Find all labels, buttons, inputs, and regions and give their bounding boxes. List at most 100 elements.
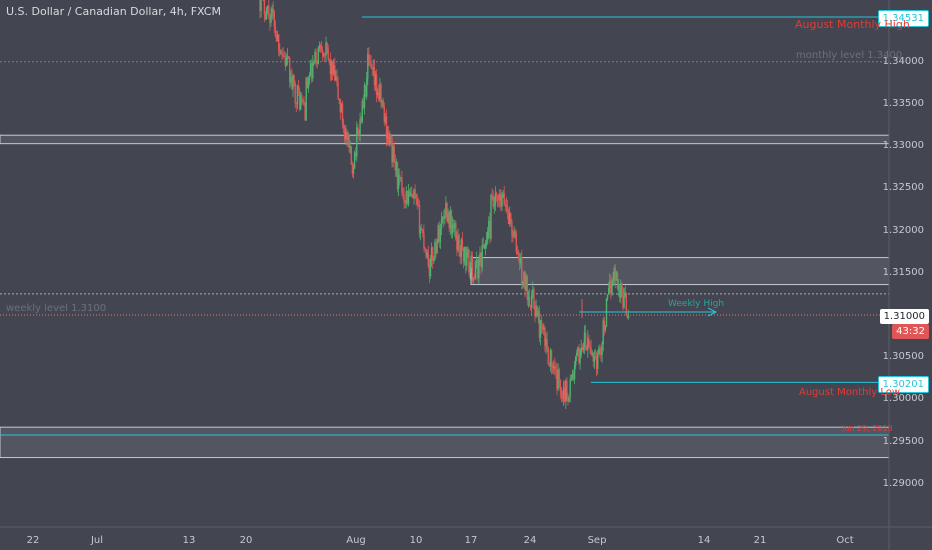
candle-body bbox=[312, 63, 314, 79]
candle bbox=[537, 307, 539, 324]
candle-body bbox=[496, 195, 499, 200]
candle-body bbox=[539, 320, 542, 338]
date-tick-label: 24 bbox=[523, 535, 537, 546]
candle bbox=[346, 128, 348, 146]
candle-body bbox=[581, 347, 583, 350]
candle bbox=[340, 102, 343, 114]
candle bbox=[427, 245, 429, 269]
level-layer bbox=[0, 16, 889, 436]
candle-body bbox=[511, 221, 513, 236]
candle bbox=[580, 339, 582, 359]
candle-body bbox=[305, 77, 307, 121]
candle bbox=[598, 345, 600, 356]
candle bbox=[408, 189, 411, 197]
candle bbox=[392, 143, 394, 168]
candle-body bbox=[268, 5, 270, 15]
candle-body bbox=[424, 247, 426, 250]
candle bbox=[482, 237, 484, 249]
candle bbox=[551, 362, 554, 374]
candle-body bbox=[316, 61, 318, 64]
candle bbox=[560, 386, 563, 403]
current-price-badge: 1.31000 bbox=[879, 309, 929, 324]
date-tick-label: Jul bbox=[90, 535, 104, 546]
candle-body bbox=[374, 74, 377, 86]
zone-label[interactable]: Jun 29, 2018 bbox=[842, 424, 893, 433]
candle bbox=[345, 124, 347, 146]
candle bbox=[579, 348, 581, 370]
candle-body bbox=[373, 67, 376, 86]
candle bbox=[357, 124, 359, 136]
candle-body bbox=[433, 259, 435, 261]
candle bbox=[265, 6, 268, 21]
candle-body bbox=[394, 161, 396, 171]
candle-body bbox=[604, 326, 607, 331]
candle bbox=[516, 245, 519, 255]
candle bbox=[565, 378, 567, 410]
weekly-high-arrow[interactable] bbox=[579, 307, 718, 317]
candle-body bbox=[485, 240, 488, 244]
candle bbox=[457, 228, 459, 253]
candle-body bbox=[547, 348, 549, 365]
candle bbox=[290, 70, 292, 87]
candle-body bbox=[463, 247, 466, 263]
weekly-level-label[interactable]: weekly level 1.3100 bbox=[6, 303, 107, 314]
weekly-high-label[interactable]: Weekly High bbox=[668, 299, 725, 309]
candle bbox=[374, 70, 377, 92]
candle-body bbox=[381, 100, 383, 103]
candle-body bbox=[289, 58, 291, 83]
candle-body bbox=[414, 189, 416, 195]
candle-body bbox=[403, 195, 405, 203]
candle-body bbox=[391, 138, 393, 163]
candle bbox=[380, 82, 382, 109]
candle bbox=[281, 48, 283, 61]
candle-body bbox=[293, 75, 295, 84]
candle bbox=[362, 94, 365, 110]
candle bbox=[545, 333, 547, 355]
candle bbox=[284, 52, 286, 71]
candle-body bbox=[395, 161, 398, 171]
candle bbox=[271, 4, 273, 21]
candle-body bbox=[406, 190, 409, 205]
candle bbox=[485, 231, 488, 249]
candle-body bbox=[460, 239, 462, 257]
candle bbox=[553, 360, 555, 375]
candle bbox=[425, 248, 427, 259]
candle bbox=[538, 305, 541, 343]
august-monthly-low-label[interactable]: August Monthly Low bbox=[799, 387, 901, 398]
candle-body bbox=[368, 54, 370, 62]
candle bbox=[604, 325, 607, 333]
august-monthly-high-label[interactable]: August Monthly High bbox=[795, 18, 910, 31]
candle-body bbox=[396, 161, 399, 189]
candle-body bbox=[533, 289, 535, 309]
candle-body bbox=[586, 346, 588, 350]
date-tick-label: 17 bbox=[464, 535, 478, 546]
candle-body bbox=[598, 348, 600, 354]
candle bbox=[407, 183, 410, 207]
monthly-level-label[interactable]: monthly level 1.3400 bbox=[796, 50, 903, 61]
candle-body bbox=[469, 265, 471, 273]
candle bbox=[402, 187, 404, 200]
candle bbox=[518, 252, 521, 271]
candle bbox=[318, 41, 321, 52]
candle-body bbox=[503, 193, 505, 205]
candle-body bbox=[325, 42, 327, 56]
candle-body bbox=[594, 356, 597, 359]
candle bbox=[404, 200, 406, 209]
candle bbox=[385, 109, 388, 147]
candle bbox=[471, 251, 473, 284]
candle-body bbox=[507, 211, 510, 224]
candle-body bbox=[372, 67, 374, 69]
candle-body bbox=[397, 174, 400, 189]
candle-body bbox=[309, 63, 312, 77]
candle bbox=[286, 48, 289, 66]
candle bbox=[461, 231, 464, 252]
candle bbox=[396, 161, 399, 193]
candle bbox=[381, 99, 383, 108]
candle-body bbox=[438, 225, 440, 242]
candle bbox=[292, 73, 294, 98]
candle-body bbox=[518, 256, 521, 264]
candle bbox=[342, 118, 345, 134]
candle-body bbox=[417, 204, 420, 206]
candle bbox=[337, 76, 339, 100]
